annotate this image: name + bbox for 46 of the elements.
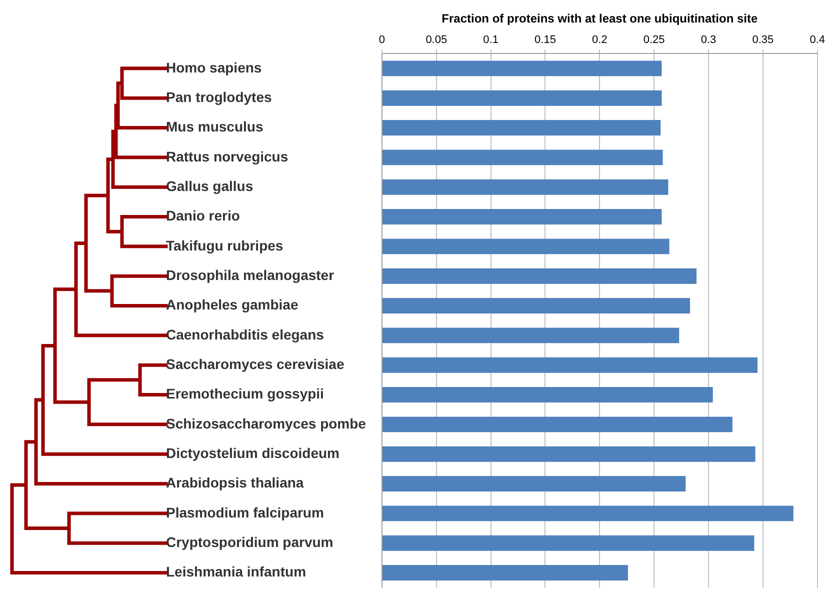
y-tick-label: Mus musculus: [166, 118, 264, 135]
x-tick-label: 0.05: [426, 34, 448, 46]
bar: [382, 535, 754, 551]
y-tick-label: Homo sapiens: [166, 59, 262, 76]
bar: [382, 357, 758, 373]
bar: [382, 506, 794, 522]
bar: [382, 179, 668, 195]
bar: [382, 446, 756, 462]
y-tick-label: Takifugu rubripes: [166, 237, 284, 254]
bar: [382, 120, 661, 136]
y-tick-label: Plasmodium falciparum: [166, 504, 324, 520]
x-tick-label: 0.25: [643, 34, 665, 46]
y-tick-label: Arabidopsis thaliana: [166, 474, 304, 491]
bar: [382, 328, 680, 344]
y-tick-label: Eremothecium gossypii: [166, 386, 324, 402]
bar: [382, 209, 662, 224]
y-tick-label: Dictyostelium discoideum: [166, 444, 340, 461]
bar: [382, 60, 662, 76]
x-tick-label: 0.3: [700, 34, 716, 46]
y-tick-label: Leishmania infantum: [166, 564, 306, 580]
y-tick-label: Drosophila melanogaster: [166, 266, 335, 283]
y-tick-label: Cryptosporidium parvum: [166, 534, 334, 550]
bar: [382, 476, 686, 492]
bar: [382, 387, 713, 402]
y-tick-label: Rattus norvegicus: [166, 148, 288, 164]
y-tick-label: Caenorhabditis elegans: [166, 326, 324, 342]
y-tick-label: Schizosaccharomyces pombe: [166, 415, 366, 432]
bar: [382, 298, 690, 314]
x-tick-label: 0.35: [752, 34, 774, 46]
y-tick-label: Anopheles gambiae: [166, 296, 298, 313]
y-tick-label: Danio rerio: [166, 208, 240, 224]
y-tick-label: Pan troglodytes: [166, 88, 272, 105]
bar: [382, 150, 663, 166]
x-tick-label: 0.2: [592, 34, 608, 46]
x-axis-title: Fraction of proteins with at least one ubiquitination site: [442, 12, 758, 26]
bar: [382, 416, 732, 432]
y-tick-label: Saccharomyces cerevisiae: [166, 356, 344, 372]
x-tick-label: 0.15: [534, 34, 556, 46]
bar: [382, 90, 662, 106]
bar: [382, 238, 670, 254]
x-tick-label: 0: [378, 34, 386, 46]
x-tick-label: 0.4: [810, 34, 826, 46]
bar: [382, 565, 628, 580]
bar: [382, 268, 697, 284]
y-tick-label: Gallus gallus: [166, 178, 254, 194]
x-tick-label: 0.1: [483, 34, 498, 46]
